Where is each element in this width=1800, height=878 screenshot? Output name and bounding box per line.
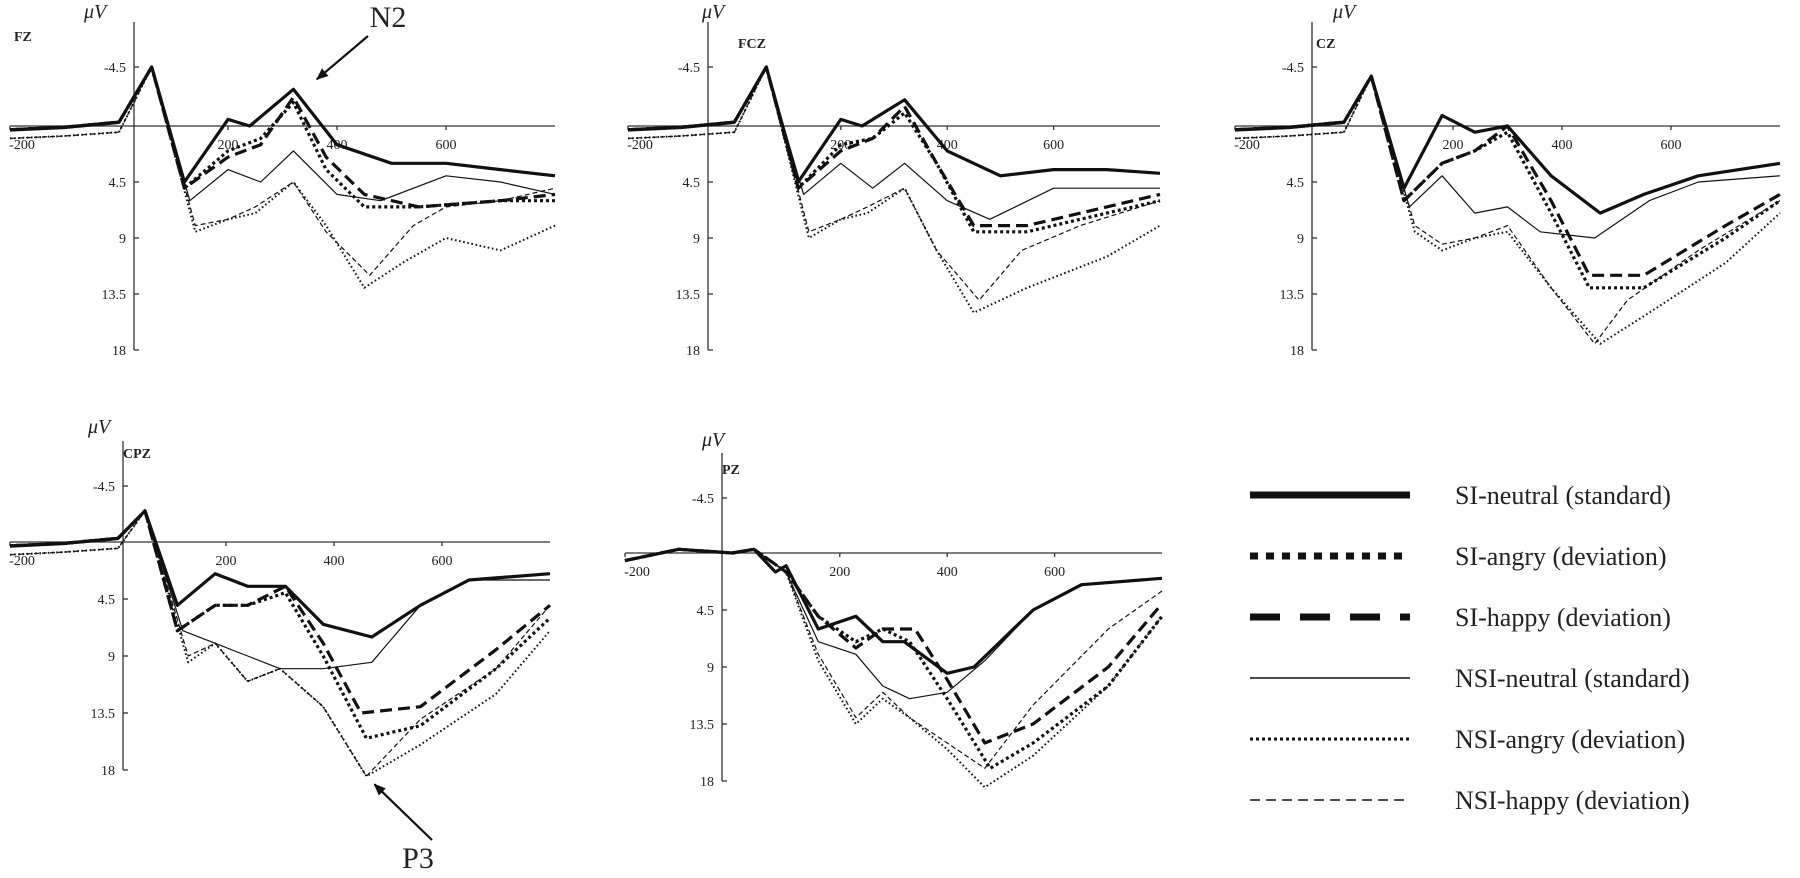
annotations: N2 P3	[316, 1, 434, 875]
x-tick-label: 400	[937, 565, 958, 580]
series-line-nsi-neutral-standard	[627, 66, 1160, 220]
channel-label: FCZ	[738, 37, 766, 52]
series-line-si-neutral-standard	[627, 65, 1161, 184]
annotation-arrow	[316, 35, 369, 81]
series-line-nsi-neutral-standard	[1234, 75, 1781, 239]
x-tick-label: -200	[624, 565, 650, 580]
x-tick-label: 400	[937, 138, 958, 153]
series-line-si-happy-deviation	[1234, 74, 1781, 277]
series-line-si-happy-deviation	[9, 509, 552, 715]
series-line-nsi-happy-deviation	[9, 510, 551, 777]
unit-label: μV	[701, 1, 727, 23]
y-tick-label: 4.5	[109, 176, 127, 191]
legend-label: NSI-happy (deviation)	[1455, 786, 1690, 815]
erp-panels: -4.5 4.5 9 13.5 18 -200 200 400 600 FZ μV -4.5 4.5 9 1…	[9, 1, 1781, 790]
unit-label: μV	[83, 1, 109, 23]
channel-label: CZ	[1316, 37, 1335, 52]
y-tick-label: -4.5	[1282, 61, 1304, 76]
series-line-si-angry-deviation	[627, 65, 1161, 234]
y-tick-label: 18	[686, 344, 700, 359]
y-tick-label: -4.5	[104, 61, 126, 76]
x-tick-label: 200	[829, 565, 850, 580]
y-tick-label: 4.5	[697, 604, 715, 619]
y-tick-label: 4.5	[1287, 176, 1305, 191]
series-line-nsi-neutral-standard	[9, 66, 556, 202]
y-tick-label: 13.5	[1280, 288, 1305, 303]
series-line-si-happy-deviation	[9, 65, 556, 209]
x-tick-label: 400	[1552, 138, 1573, 153]
legend-label: SI-happy (deviation)	[1455, 603, 1671, 632]
series-line-si-neutral-standard	[9, 509, 551, 639]
channel-label: CPZ	[123, 447, 151, 462]
y-tick-label: 9	[108, 650, 115, 665]
x-tick-label: 200	[1443, 138, 1464, 153]
channel-label: PZ	[722, 463, 740, 478]
unit-label: μV	[701, 429, 727, 451]
series-line-si-happy-deviation	[627, 65, 1161, 228]
y-tick-label: -4.5	[93, 480, 115, 495]
y-tick-label: 9	[119, 232, 126, 247]
annotation-label-n2: N2	[370, 1, 407, 34]
erp-panel-pz: -4.5 4.5 9 13.5 18 -200 200 400 600 PZ μV	[624, 429, 1164, 790]
annotation-arrow	[373, 783, 433, 841]
series-line-si-angry-deviation	[624, 547, 1164, 770]
erp-panel-cpz: -4.5 4.5 9 13.5 18 -200 200 400 600 CPZ μV	[9, 416, 552, 779]
x-tick-label: -200	[9, 554, 35, 569]
y-tick-label: 18	[112, 344, 126, 359]
series-line-nsi-happy-deviation	[624, 548, 1163, 769]
series-line-nsi-happy-deviation	[1234, 75, 1781, 345]
x-tick-label: -200	[1234, 138, 1260, 153]
x-tick-label: 600	[436, 138, 457, 153]
legend: SI-neutral (standard) SI-angry (deviation…	[1250, 481, 1690, 815]
x-tick-label: 600	[1043, 138, 1064, 153]
series-line-nsi-angry-deviation	[9, 509, 551, 778]
unit-label: μV	[87, 416, 113, 438]
series-line-nsi-happy-deviation	[9, 66, 556, 276]
annotation-label-p3: P3	[402, 842, 434, 875]
y-tick-label: 4.5	[98, 593, 116, 608]
y-tick-label: 9	[1297, 232, 1304, 247]
x-tick-label: 400	[324, 554, 345, 569]
y-tick-label: -4.5	[678, 61, 700, 76]
y-tick-label: 18	[1290, 344, 1304, 359]
erp-panel-cz: -4.5 4.5 9 13.5 18 -200 200 400 600 CZ μV	[1234, 1, 1781, 359]
x-tick-label: -200	[9, 138, 35, 153]
y-tick-label: 18	[101, 764, 115, 779]
x-tick-label: 200	[216, 554, 237, 569]
series-line-si-neutral-standard	[1234, 74, 1781, 215]
legend-label: NSI-neutral (standard)	[1455, 664, 1690, 693]
legend-label: NSI-angry (deviation)	[1455, 725, 1685, 754]
channel-label: FZ	[14, 30, 32, 45]
y-tick-label: 13.5	[676, 288, 701, 303]
y-tick-label: 9	[693, 232, 700, 247]
series-line-nsi-neutral-standard	[9, 510, 550, 670]
y-tick-label: 18	[700, 775, 714, 790]
y-tick-label: 4.5	[683, 176, 701, 191]
series-line-nsi-neutral-standard	[624, 548, 1163, 700]
unit-label: μV	[1332, 1, 1358, 23]
legend-label: SI-neutral (standard)	[1455, 481, 1671, 510]
y-tick-label: 13.5	[690, 718, 715, 733]
y-tick-label: 9	[707, 661, 714, 676]
series-line-nsi-angry-deviation	[1234, 75, 1781, 345]
legend-label: SI-angry (deviation)	[1455, 542, 1667, 571]
series-line-si-happy-deviation	[624, 547, 1164, 745]
series-line-nsi-happy-deviation	[627, 66, 1161, 301]
series-line-si-angry-deviation	[9, 509, 552, 740]
y-tick-label: 13.5	[91, 707, 116, 722]
series-line-si-angry-deviation	[9, 65, 555, 209]
x-tick-label: 600	[432, 554, 453, 569]
y-tick-label: -4.5	[692, 492, 714, 507]
x-tick-label: 600	[1044, 565, 1065, 580]
y-tick-label: 13.5	[102, 288, 127, 303]
x-tick-label: -200	[627, 138, 653, 153]
x-tick-label: 600	[1661, 138, 1682, 153]
